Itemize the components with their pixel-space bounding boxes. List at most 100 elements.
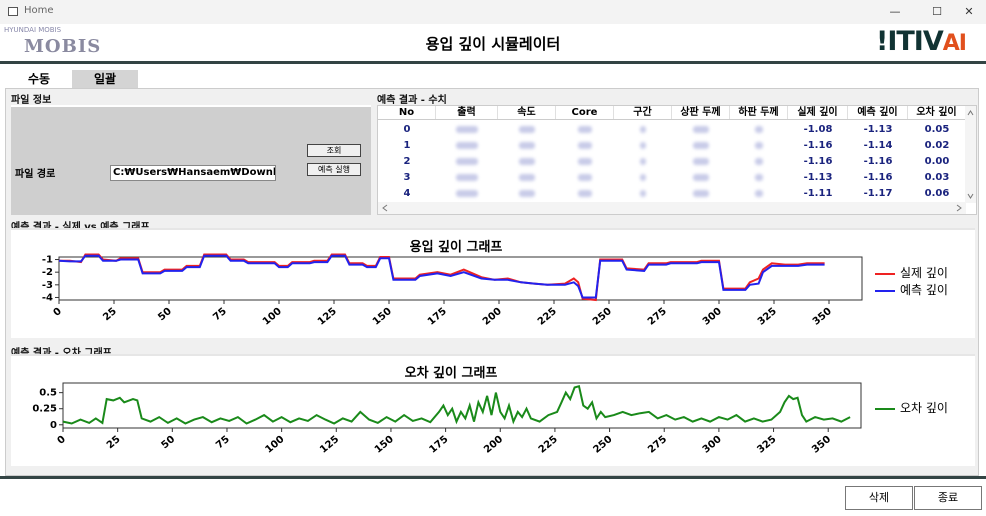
x-tick-label: 125 [318, 434, 341, 456]
table-row[interactable]: 1 -1.16 -1.14 0.02 [378, 138, 966, 154]
x-tick-label: 350 [811, 306, 834, 328]
lookup-button[interactable]: 조회 [307, 144, 361, 157]
cell-predicted-depth: -1.14 [863, 140, 893, 151]
x-tick-label: 200 [482, 434, 505, 456]
table-panel-title: 예측 결과 - 수치 [377, 95, 447, 106]
x-tick-label: 325 [755, 434, 778, 456]
error-chart-panel-title: 예측 결과 - 오차 그래프 [11, 344, 112, 359]
x-tick-label: 150 [373, 434, 396, 456]
x-tick-label: 100 [261, 306, 284, 328]
x-tick-label: 325 [756, 306, 779, 328]
cell-speed [498, 170, 556, 186]
col-header-section[interactable]: 구간 [614, 106, 672, 119]
series-line [62, 384, 851, 425]
cell-actual-depth: -1.16 [803, 156, 833, 167]
depth-chart-panel-title: 예측 결과 - 실제 vs 예측 그래프 [11, 218, 150, 233]
cell-no: 0 [403, 124, 411, 135]
x-tick-label: 300 [701, 306, 724, 328]
cell-speed [498, 138, 556, 154]
col-header-top-thickness[interactable]: 상판 두께 [672, 106, 730, 119]
x-tick-label: 75 [211, 306, 229, 323]
table-vertical-scrollbar[interactable] [965, 106, 976, 203]
cell-section [614, 186, 672, 202]
cell-error-depth: 0.02 [924, 140, 950, 151]
cell-top-thickness [672, 154, 730, 170]
cell-error-depth: 0.05 [924, 124, 950, 135]
col-header-bottom-thickness[interactable]: 하판 두께 [730, 106, 788, 119]
cell-section [614, 122, 672, 138]
y-tick-label: 0.5 [39, 388, 57, 399]
col-header-predicted-depth[interactable]: 예측 깊이 [848, 106, 908, 119]
tab-manual[interactable]: 수동 [6, 70, 72, 88]
window-titlebar: Home — ☐ ✕ [0, 0, 986, 24]
results-table: No 출력 속도 Core 구간 상판 두께 하판 두께 실제 깊이 예측 깊이… [377, 105, 977, 215]
cell-predicted-depth: -1.16 [863, 156, 893, 167]
batch-tab-page: 파일 정보 파일 경로 C:₩Users₩Hansaem₩Downloads₩ … [5, 88, 979, 476]
close-button[interactable]: ✕ [964, 5, 974, 18]
tab-batch[interactable]: 일괄 [72, 70, 138, 88]
file-path-input[interactable]: C:₩Users₩Hansaem₩Downloads₩ [110, 165, 276, 181]
y-tick-label: -4 [42, 292, 53, 303]
cell-core [556, 170, 614, 186]
y-tick-label: 0.25 [32, 404, 57, 415]
col-header-error-depth[interactable]: 오차 깊이 [908, 106, 966, 119]
cell-speed [498, 186, 556, 202]
cell-predicted-depth: -1.16 [863, 172, 893, 183]
table-horizontal-scrollbar[interactable] [378, 202, 966, 214]
cell-output [436, 122, 498, 138]
x-tick-label: 200 [481, 306, 504, 328]
x-tick-label: 300 [701, 434, 724, 456]
cell-core [556, 154, 614, 170]
cell-error-depth: 0.06 [924, 188, 950, 199]
cell-top-thickness [672, 138, 730, 154]
cell-output [436, 138, 498, 154]
x-tick-label: 25 [105, 434, 123, 451]
file-panel-title: 파일 정보 [11, 95, 52, 106]
header-divider [0, 61, 986, 64]
col-header-speed[interactable]: 속도 [498, 106, 556, 119]
scroll-arrows-icon [382, 204, 962, 212]
exit-button[interactable]: 종료 [914, 486, 982, 510]
run-prediction-button[interactable]: 예측 실행 [307, 163, 361, 176]
cell-speed [498, 154, 556, 170]
mobis-logo: HYUNDAI MOBIS MOBIS [4, 26, 102, 57]
cell-top-thickness [672, 122, 730, 138]
scroll-arrows-icon [967, 110, 974, 199]
col-header-output[interactable]: 출력 [436, 106, 498, 119]
cell-bottom-thickness [730, 122, 788, 138]
cell-actual-depth: -1.08 [803, 124, 833, 135]
x-tick-label: 275 [646, 434, 669, 456]
table-row[interactable]: 0 -1.08 -1.13 0.05 [378, 122, 966, 138]
cell-actual-depth: -1.16 [803, 140, 833, 151]
cell-actual-depth: -1.11 [803, 188, 833, 199]
x-tick-label: 50 [160, 434, 178, 451]
cell-core [556, 138, 614, 154]
minimize-button[interactable]: — [889, 5, 901, 18]
y-tick-label: 0 [50, 420, 57, 431]
x-tick-label: 175 [426, 306, 449, 328]
cell-output [436, 170, 498, 186]
cell-predicted-depth: -1.17 [863, 188, 893, 199]
col-header-actual-depth[interactable]: 실제 깊이 [788, 106, 848, 119]
delete-button[interactable]: 삭제 [845, 486, 913, 510]
x-tick-label: 175 [427, 434, 450, 456]
x-tick-label: 0 [56, 434, 68, 447]
cell-section [614, 154, 672, 170]
x-tick-label: 25 [101, 306, 119, 323]
col-header-core[interactable]: Core [556, 106, 614, 119]
cell-bottom-thickness [730, 170, 788, 186]
table-row[interactable]: 3 -1.13 -1.16 0.03 [378, 170, 966, 186]
table-row[interactable]: 2 -1.16 -1.16 0.00 [378, 154, 966, 170]
col-header-no[interactable]: No [378, 106, 436, 119]
cell-bottom-thickness [730, 154, 788, 170]
cell-speed [498, 122, 556, 138]
x-tick-label: 0 [52, 306, 64, 319]
maximize-button[interactable]: ☐ [932, 5, 942, 18]
legend-swatch [875, 289, 895, 292]
table-row[interactable]: 4 -1.11 -1.17 0.06 [378, 186, 966, 202]
cell-no: 3 [403, 172, 411, 183]
cell-no: 1 [403, 140, 411, 151]
cell-section [614, 138, 672, 154]
series-line [58, 254, 825, 299]
cell-no: 4 [403, 188, 411, 199]
